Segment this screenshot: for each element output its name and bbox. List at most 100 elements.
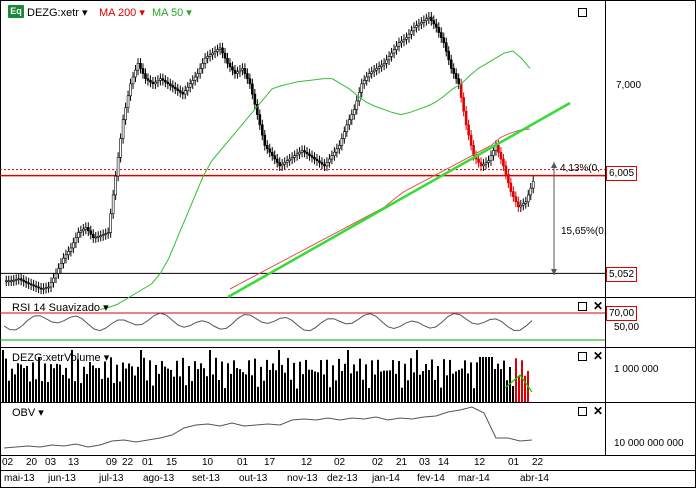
candle-body [367,73,371,78]
candle-body [146,78,150,81]
volume-bar [446,375,448,402]
volume-bar [107,377,109,402]
volume-bar [44,363,46,402]
close-volume-icon[interactable]: ✕ [593,349,604,363]
volume-bar [116,364,118,402]
rsi-mid-label: 50,00 [614,322,640,333]
candle-body [126,95,130,109]
candle-body [32,284,35,287]
candle-body [221,47,224,54]
volume-bar [89,362,91,402]
candle-body [375,68,378,71]
candle-body [283,162,286,165]
candle-body [263,134,267,146]
volume-bar [170,369,172,402]
candle-body [99,235,103,237]
candle-body [213,51,217,54]
candle-body [521,203,525,206]
rsi-title[interactable]: RSI 14 Suavizado ▾ [12,302,109,314]
candle-body [134,69,137,78]
volume-bar [311,369,313,402]
candle-body [188,83,192,88]
candle-body [74,237,78,244]
close-obv-icon[interactable]: ✕ [593,404,604,418]
maximize-obv-button[interactable] [578,407,587,416]
app-logo-icon[interactable]: Eq [8,5,24,18]
volume-bar [308,369,310,402]
candle-body [260,124,264,136]
x-axis-day-label: 02 [372,457,384,468]
x-axis-month-label: set-13 [192,473,220,484]
volume-bar [461,368,463,402]
rsi-upper-label: 70,00 [606,306,638,321]
volume-bar [128,363,130,402]
candle-body [161,78,165,81]
volume-bar [410,358,412,402]
maximize-price-panel-button[interactable] [578,8,587,17]
candle-body [280,163,284,167]
candle-body [310,155,314,158]
volume-bar [62,374,64,402]
volume-bar [278,350,280,402]
obv-title[interactable]: OBV ▾ [12,407,44,419]
candle-body [191,80,194,85]
volume-bar [227,363,229,402]
volume-bar [125,368,127,402]
candle-body [258,114,262,126]
candle-body [405,37,408,40]
candle-body [278,162,282,167]
volume-bar [368,388,370,402]
volume-bar [161,361,163,402]
candle-body [171,85,175,88]
volume-bar [434,379,436,402]
volume-bar [323,374,325,402]
x-axis-day-label: 14 [438,457,450,468]
candle-body [407,33,411,38]
volume-ma-line [504,374,533,393]
volume-bar [146,380,148,402]
candle-body [270,151,274,156]
candle-body [218,47,222,50]
candle-body [275,158,279,163]
candle-body [62,257,65,264]
symbol-label[interactable]: DEZG:xetr ▾ [27,7,88,19]
close-rsi-icon[interactable]: ✕ [593,299,604,313]
candle-body [442,37,446,44]
candle-body [47,286,50,289]
volume-bar [263,380,265,402]
maximize-rsi-button[interactable] [578,302,587,311]
volume-bar [380,371,382,402]
candle-body [338,145,341,150]
candle-body [507,174,510,184]
candle-body [236,71,239,74]
volume-bar [35,379,37,402]
candle-body [101,234,105,236]
candle-body [425,18,428,21]
candle-body [482,163,485,167]
candle-body [343,131,346,139]
ma200-label[interactable]: MA 200 ▾ [99,7,145,19]
volume-title[interactable]: DEZG:xetrVolume ▾ [12,352,110,364]
volume-bar [23,368,25,402]
candle-body [449,59,453,69]
candle-body [502,158,505,167]
candle-body [439,32,443,38]
candle-body [454,73,458,79]
volume-bar [179,376,181,402]
candle-body [14,279,18,281]
candle-body [487,160,490,163]
volume-bar [197,369,199,402]
volume-bar [164,366,166,402]
volume-bar [317,372,319,402]
volume-bar [26,365,28,402]
volume-bar [2,350,4,402]
ma50-label[interactable]: MA 50 ▾ [152,7,192,19]
candle-body [231,66,234,71]
volume-bar [284,372,286,402]
volume-bar [269,369,271,402]
maximize-volume-button[interactable] [578,352,587,361]
x-axis-day-label: 17 [264,457,276,468]
volume-bar [491,357,493,402]
candle-body [347,119,351,126]
volume-bar [8,380,10,402]
